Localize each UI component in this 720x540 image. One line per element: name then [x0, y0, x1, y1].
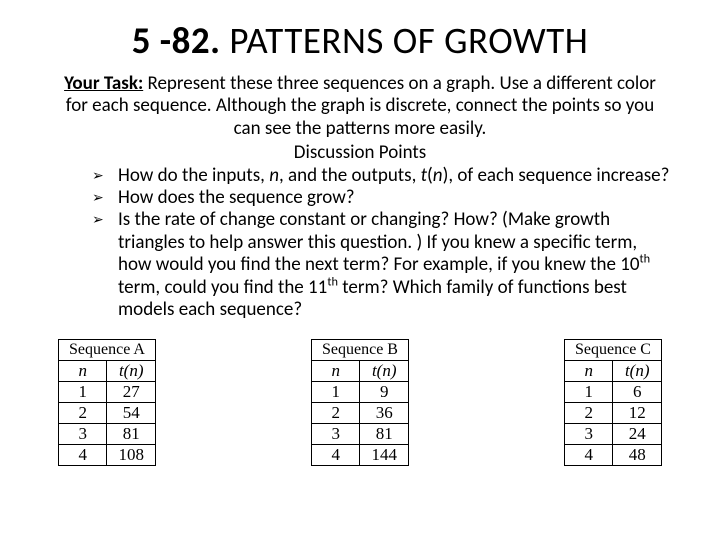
col-n: n — [59, 361, 107, 382]
table-row: 236 — [312, 403, 409, 424]
tables-container: Sequence A n t(n) 127 254 381 4108 Seque… — [48, 339, 672, 466]
list-item: ➢ How does the sequence grow? — [118, 187, 672, 209]
page-title: 5 -82. PATTERNS OF GROWTH — [48, 18, 672, 63]
bullet-text-2: How does the sequence grow? — [118, 187, 672, 209]
col-n: n — [565, 361, 613, 382]
table-row: 4144 — [312, 445, 409, 466]
table-row: 127 — [59, 382, 156, 403]
bullet-text-1: How do the inputs, n, and the outputs, t… — [118, 165, 672, 187]
table-row: 4108 — [59, 445, 156, 466]
table-row: 19 — [312, 382, 409, 403]
title-number: 5 -82. — [132, 18, 221, 63]
bullet-icon: ➢ — [92, 165, 118, 185]
table-row: 448 — [565, 445, 662, 466]
bullet-icon: ➢ — [92, 187, 118, 207]
task-paragraph: Your Task: Represent these three sequenc… — [48, 73, 672, 140]
bullet-icon: ➢ — [92, 209, 118, 229]
table-row: 381 — [312, 424, 409, 445]
list-item: ➢ Is the rate of change constant or chan… — [118, 209, 672, 321]
task-text: Represent these three sequences on a gra… — [66, 72, 656, 140]
list-item: ➢ How do the inputs, n, and the outputs,… — [118, 165, 672, 187]
sequence-a-table: Sequence A n t(n) 127 254 381 4108 — [58, 339, 156, 466]
discussion-heading: Discussion Points — [48, 142, 672, 164]
table-row: 324 — [565, 424, 662, 445]
task-label: Your Task: — [64, 72, 143, 95]
bullet-list: ➢ How do the inputs, n, and the outputs,… — [48, 165, 672, 322]
sequence-c-table: Sequence C n t(n) 16 212 324 448 — [564, 339, 662, 466]
sequence-b-table: Sequence B n t(n) 19 236 381 4144 — [311, 339, 409, 466]
col-tn: t(n) — [107, 361, 156, 382]
col-tn: t(n) — [613, 361, 662, 382]
table-row: 381 — [59, 424, 156, 445]
col-n: n — [312, 361, 360, 382]
table-row: 212 — [565, 403, 662, 424]
table-row: 16 — [565, 382, 662, 403]
seq-c-name: Sequence C — [565, 340, 662, 361]
title-text: PATTERNS OF GROWTH — [221, 18, 589, 63]
col-tn: t(n) — [360, 361, 409, 382]
table-row: 254 — [59, 403, 156, 424]
bullet-text-3: Is the rate of change constant or changi… — [118, 209, 672, 321]
seq-b-name: Sequence B — [312, 340, 409, 361]
seq-a-name: Sequence A — [59, 340, 156, 361]
